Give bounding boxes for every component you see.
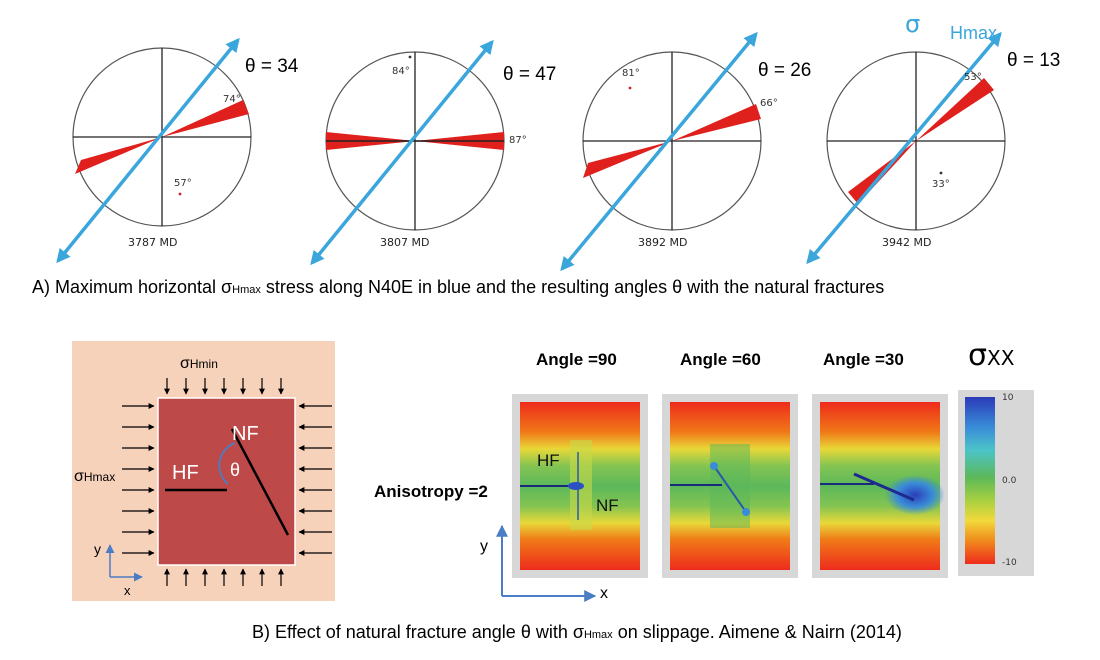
- stress-arrow: [56, 37, 240, 264]
- colorbar-tick-mid: 0.0: [1002, 476, 1017, 486]
- plot-1-md-label: 3787 MD: [128, 236, 178, 249]
- plot-4-theta: θ = 13: [1007, 50, 1061, 71]
- stereonet-plot-1: [56, 37, 252, 264]
- fracture-schematic-drawing: [105, 378, 332, 586]
- stress-arrow: [806, 31, 1002, 265]
- plot-4-deg-label-1: 53°: [964, 72, 982, 83]
- panel-3-title: Angle =30: [823, 350, 904, 369]
- sigma-hmin-label: σHmin: [180, 355, 218, 372]
- plot-2-md-label: 3807 MD: [380, 236, 430, 249]
- theta-arc: [218, 442, 236, 485]
- panel-2-nf-line: [713, 465, 747, 513]
- caption-b: B) Effect of natural fracture angle θ wi…: [252, 622, 902, 642]
- colorbar-tick-min: -10: [1002, 558, 1017, 568]
- panel-2-title: Angle =60: [680, 350, 761, 369]
- box-axis-y: y: [94, 541, 101, 557]
- panel-1-title: Angle =90: [536, 350, 617, 369]
- plot-1-theta: θ = 34: [245, 56, 299, 77]
- box-axis-x: x: [124, 583, 131, 598]
- simulation-panel-1: [512, 394, 648, 578]
- natural-fracture-line: [230, 428, 290, 536]
- simulation-panel-3: [812, 394, 948, 578]
- plot-3-theta: θ = 26: [758, 60, 812, 81]
- plot-3-md-label: 3892 MD: [638, 236, 688, 249]
- part-a-plots: [56, 31, 1006, 272]
- panel-axis-y: y: [480, 538, 488, 555]
- stress-arrow: [310, 39, 494, 266]
- fracture-wedge: [583, 141, 672, 178]
- sigma-hmax-box-label: σHmax: [74, 468, 116, 485]
- plot-2-deg-label-1: 84°: [392, 66, 410, 77]
- nf-label: NF: [232, 423, 259, 445]
- stereonet-plot-3: [560, 31, 762, 272]
- anisotropy-label: Anisotropy =2: [374, 482, 488, 501]
- stereonet-plot-2: [310, 39, 505, 266]
- panel-nf-label: NF: [596, 496, 619, 515]
- stress-arrow: [560, 31, 758, 272]
- panel-hf-label: HF: [537, 451, 560, 470]
- fracture-wedge: [672, 104, 761, 141]
- fracture-wedge: [75, 137, 162, 174]
- plot-1-deg-label-1: 74°: [223, 94, 241, 105]
- plot-4-deg-label-2: 33°: [932, 179, 950, 190]
- colorbar-title: σXX: [968, 338, 1015, 373]
- plot-2-theta: θ = 47: [503, 64, 557, 85]
- simulation-panel-2: [662, 394, 798, 578]
- panel-axes: [496, 524, 597, 602]
- sigma-hmax-subscript: Hmax: [950, 23, 998, 43]
- panel-3-nf-line: [853, 472, 915, 502]
- stereonet-plot-4: [806, 31, 1006, 265]
- sigma-hmax-symbol: σ: [905, 10, 921, 38]
- colorbar-tick-max: 10: [1002, 393, 1014, 403]
- stress-simulation-panels: [512, 394, 948, 578]
- panel-axis-x: x: [600, 585, 608, 602]
- colorbar-gradient: [965, 397, 995, 564]
- plot-3-deg-label-2: 66°: [760, 98, 778, 109]
- theta-label: θ: [230, 460, 241, 480]
- plot-2-deg-label-2: 87°: [509, 135, 527, 146]
- plot-1-deg-label-2: 57°: [174, 178, 192, 189]
- plot-4-md-label: 3942 MD: [882, 236, 932, 249]
- plot-3-deg-label-1: 81°: [622, 68, 640, 79]
- hf-label: HF: [172, 462, 199, 484]
- caption-a: A) Maximum horizontal σHmax stress along…: [32, 277, 885, 297]
